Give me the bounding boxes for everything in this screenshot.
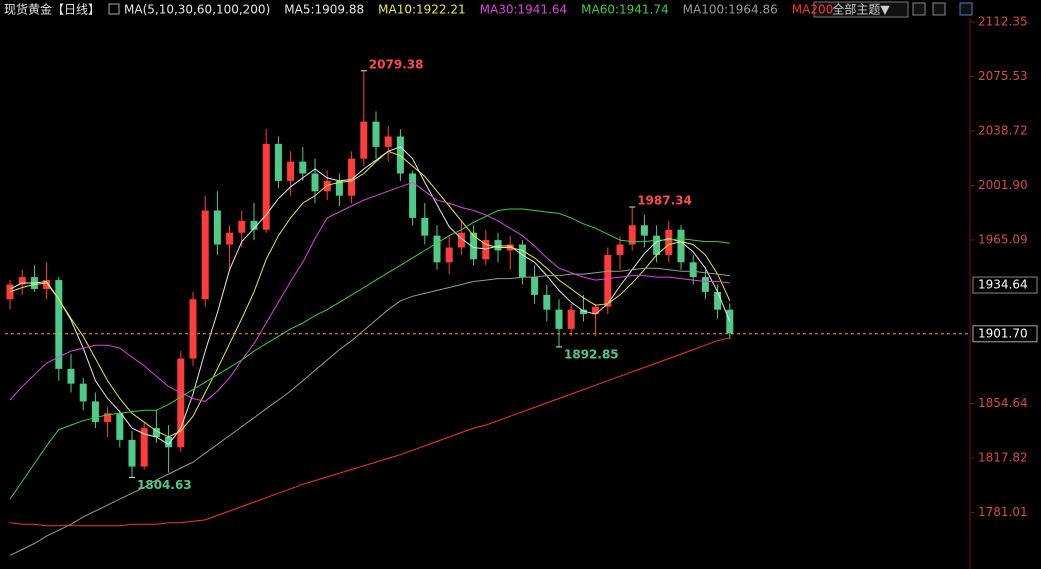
candle-body (665, 229, 673, 255)
candle-body (409, 173, 417, 218)
candle-body (67, 368, 75, 384)
candle-body (116, 413, 124, 440)
legend-entry: MA5:1909.88 (284, 3, 364, 17)
candle-body (287, 161, 295, 181)
legend-entry: MA30:1941.64 (480, 3, 568, 17)
candle-body (55, 280, 63, 369)
ma-line (9, 150, 731, 438)
y-tick-label: 1781.01 (978, 505, 1028, 519)
candle-body (250, 220, 258, 230)
y-tick-label: 2075.53 (978, 69, 1028, 83)
ma-line (9, 181, 730, 402)
extreme-label: 2079.38 (369, 57, 424, 71)
candle-body (189, 299, 197, 359)
candle-body (457, 232, 465, 248)
candle-body (701, 277, 709, 292)
toolbar-button[interactable] (932, 2, 946, 16)
candle-body (433, 235, 441, 263)
ma-line (9, 208, 730, 500)
candle-body (226, 232, 234, 245)
theme-dropdown-label: 全部主题▼ (832, 2, 890, 17)
candle-body (140, 428, 148, 467)
candle-body (274, 143, 282, 181)
y-tick-label: 1854.64 (978, 396, 1028, 410)
candle-body (201, 210, 209, 300)
candle-body (262, 143, 270, 230)
legend-entry: MA200 (792, 3, 833, 17)
legend-entry: MA10:1922.21 (378, 3, 466, 17)
candle-body (604, 254, 612, 307)
candle-body (677, 229, 685, 263)
candle-body (555, 309, 563, 329)
price-box-label: 1934.64 (978, 278, 1028, 292)
candle-body (640, 225, 648, 236)
y-tick-label: 2038.72 (978, 123, 1028, 137)
candle-body (372, 121, 380, 147)
candle-body (470, 232, 478, 260)
extreme-label: 1987.34 (637, 194, 692, 208)
candle-body (653, 235, 661, 255)
toolbar-button[interactable] (959, 2, 973, 16)
candle-body (384, 136, 392, 147)
candle-body (43, 280, 51, 289)
legend-entry: MA60:1941.74 (581, 3, 669, 17)
legend-entry: MA100:1964.86 (683, 3, 778, 17)
candle-body (543, 294, 551, 310)
candle-body (616, 244, 624, 255)
ma-line (9, 146, 731, 446)
ma-line (9, 337, 730, 527)
candle-body (177, 358, 185, 448)
candle-body (482, 240, 490, 260)
indicator-icon[interactable] (108, 3, 120, 15)
y-tick-label: 2112.35 (978, 14, 1028, 28)
theme-dropdown[interactable] (813, 1, 909, 18)
candle-body (628, 225, 636, 245)
y-tick-label: 2001.90 (978, 178, 1028, 192)
candle-body (518, 244, 526, 278)
candle-body (421, 217, 429, 236)
candle-body (360, 121, 368, 159)
candle-body (238, 220, 246, 233)
y-tick-label: 1965.09 (978, 232, 1028, 246)
candle-body (18, 277, 26, 285)
candle-body (348, 158, 356, 196)
candle-body (165, 436, 173, 448)
price-box (972, 276, 1038, 294)
candle-body (91, 401, 99, 423)
toolbar-button[interactable] (912, 2, 926, 16)
last-price-box (972, 325, 1038, 343)
y-tick-label: 1817.82 (978, 450, 1028, 464)
candle-body (567, 309, 575, 329)
candle-body (714, 291, 722, 310)
candle-body (299, 161, 307, 174)
candle-body (6, 284, 14, 300)
candle-body (128, 439, 136, 467)
extreme-label: 1892.85 (564, 347, 619, 361)
candle-body (152, 428, 160, 437)
candle-body (213, 210, 221, 245)
extreme-label: 1804.63 (137, 478, 192, 492)
candle-body (592, 306, 600, 315)
chart-title: 现货黄金【日线】 (4, 2, 100, 17)
last-price-label: 1901.70 (978, 326, 1028, 340)
candle-body (494, 240, 502, 251)
candle-body (323, 180, 331, 192)
candle-body (396, 136, 404, 174)
candle-body (311, 173, 319, 192)
candle-body (689, 262, 697, 278)
candle-body (104, 413, 112, 423)
candle-body (531, 277, 539, 295)
candle-body (79, 383, 87, 402)
candle-body (335, 180, 343, 196)
indicator-label: MA(5,10,30,60,100,200) (124, 3, 270, 17)
candle-body (445, 247, 453, 263)
candle-body (726, 309, 734, 334)
candle-body (579, 309, 587, 315)
ma-line (9, 267, 730, 556)
